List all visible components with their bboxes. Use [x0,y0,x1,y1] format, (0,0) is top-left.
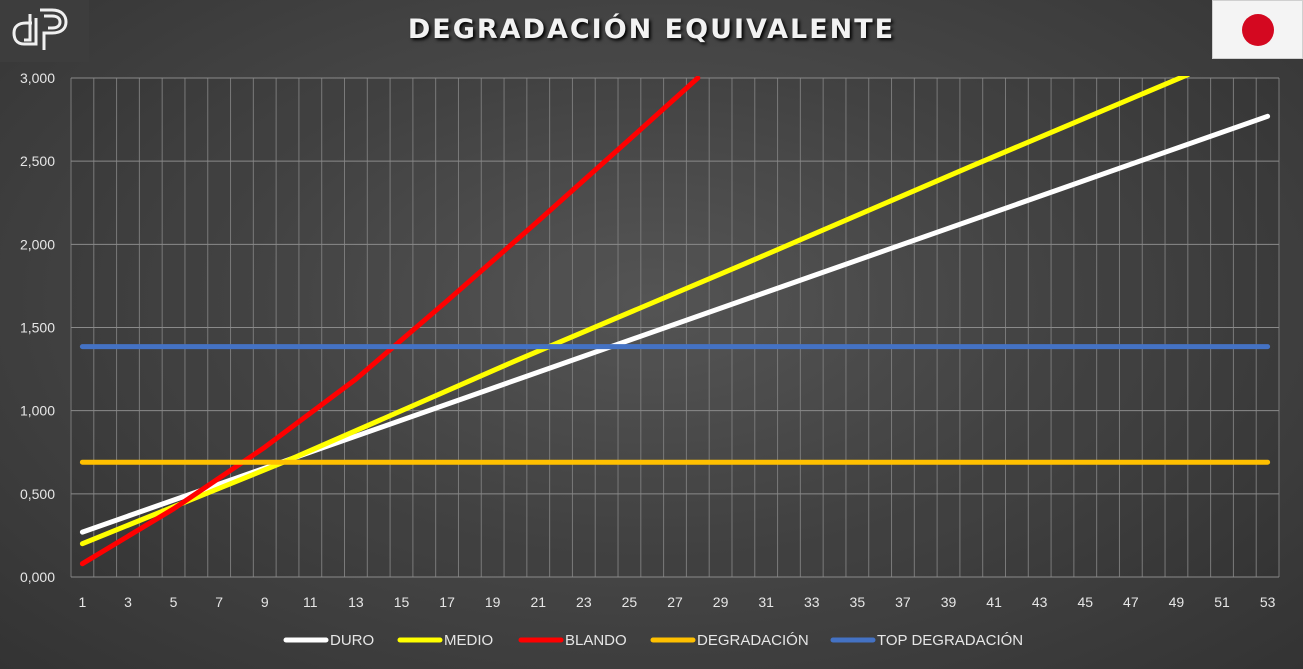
x-tick-label: 27 [667,594,683,610]
x-tick-label: 43 [1032,594,1048,610]
legend-label: DEGRADACIÓN [697,632,809,649]
x-tick-label: 49 [1169,594,1185,610]
x-tick-label: 41 [986,594,1002,610]
x-tick-label: 37 [895,594,911,610]
x-tick-label: 11 [303,594,318,610]
x-tick-label: 31 [758,594,774,610]
x-tick-label: 3 [124,594,132,610]
x-tick-label: 5 [170,594,178,610]
x-tick-label: 39 [941,594,957,610]
x-tick-label: 23 [576,594,592,610]
japan-flag-icon [1212,0,1303,59]
y-tick-label: 0,000 [20,569,55,585]
chart-title: DEGRADACIÓN EQUIVALENTE [407,14,896,45]
x-tick-label: 33 [804,594,820,610]
y-tick-label: 1,000 [20,403,55,419]
x-tick-label: 21 [530,594,546,610]
y-tick-label: 1,500 [20,320,55,336]
x-tick-label: 17 [439,594,455,610]
x-tick-label: 9 [261,594,269,610]
y-tick-label: 2,500 [20,153,55,169]
x-tick-label: 13 [348,594,364,610]
x-tick-label: 1 [78,594,86,610]
series-line-blando [79,76,701,567]
legend-label: MEDIO [444,632,493,649]
legend-label: DURO [330,632,374,649]
y-tick-label: 2,000 [20,236,55,252]
series-line-medio [79,76,1190,547]
legend-label: TOP DEGRADACIÓN [877,632,1023,649]
dp-logo-mark [12,8,68,50]
x-tick-label: 51 [1214,594,1230,610]
y-tick-label: 3,000 [20,70,55,86]
dp-logo [0,0,89,62]
x-tick-label: 29 [713,594,729,610]
x-tick-label: 25 [622,594,638,610]
x-tick-label: 7 [215,594,223,610]
x-tick-label: 15 [394,594,410,610]
x-tick-label: 47 [1123,594,1139,610]
legend-label: BLANDO [565,632,627,649]
x-tick-label: 35 [850,594,866,610]
y-tick-label: 0,500 [20,486,55,502]
x-tick-label: 45 [1077,594,1093,610]
x-tick-label: 19 [485,594,501,610]
x-tick-label: 53 [1260,594,1276,610]
